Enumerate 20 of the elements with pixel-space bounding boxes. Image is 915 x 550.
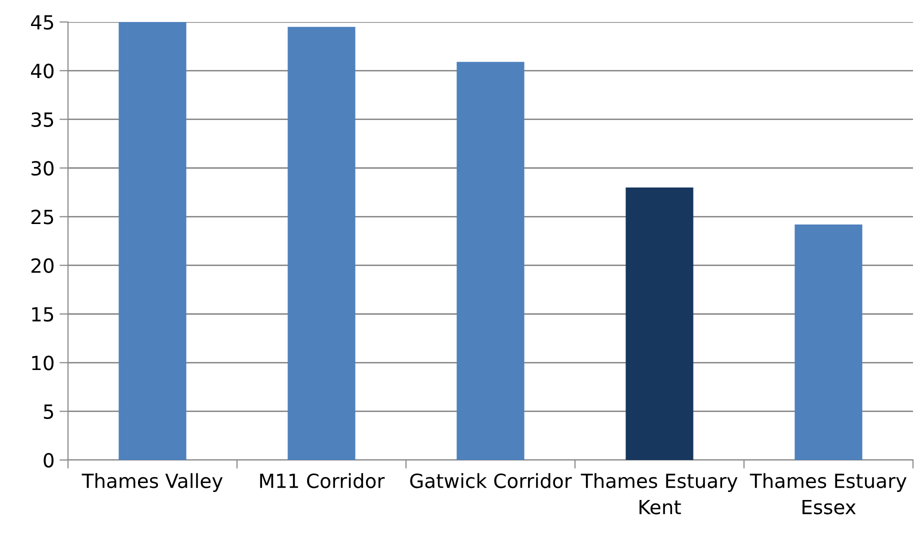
bar: [118, 22, 186, 460]
bar: [626, 187, 694, 460]
x-tick-label: Thames Estuary Kent: [580, 473, 738, 514]
bar: [456, 62, 524, 460]
y-tick-label: 40: [31, 64, 54, 78]
y-tick-label: 30: [32, 160, 54, 176]
y-tick-label: 25: [31, 210, 54, 224]
bar: [794, 224, 862, 460]
y-tick-label: 0: [44, 452, 54, 468]
x-tick-label: Thames Estuary Essex: [750, 473, 906, 514]
x-tick-label: Thames Valley: [82, 473, 223, 492]
x-tick-label: M11 Corridor: [260, 473, 385, 488]
bar: [288, 26, 356, 460]
y-tick-label: 10: [32, 356, 54, 370]
y-tick-label: 45: [31, 15, 54, 30]
y-tick-label: 15: [32, 307, 54, 322]
x-tick-label: Gatwick Corridor: [410, 473, 572, 488]
y-tick-label: 20: [31, 258, 54, 273]
y-tick-label: 35: [32, 112, 54, 127]
y-tick-label: 5: [44, 404, 54, 419]
